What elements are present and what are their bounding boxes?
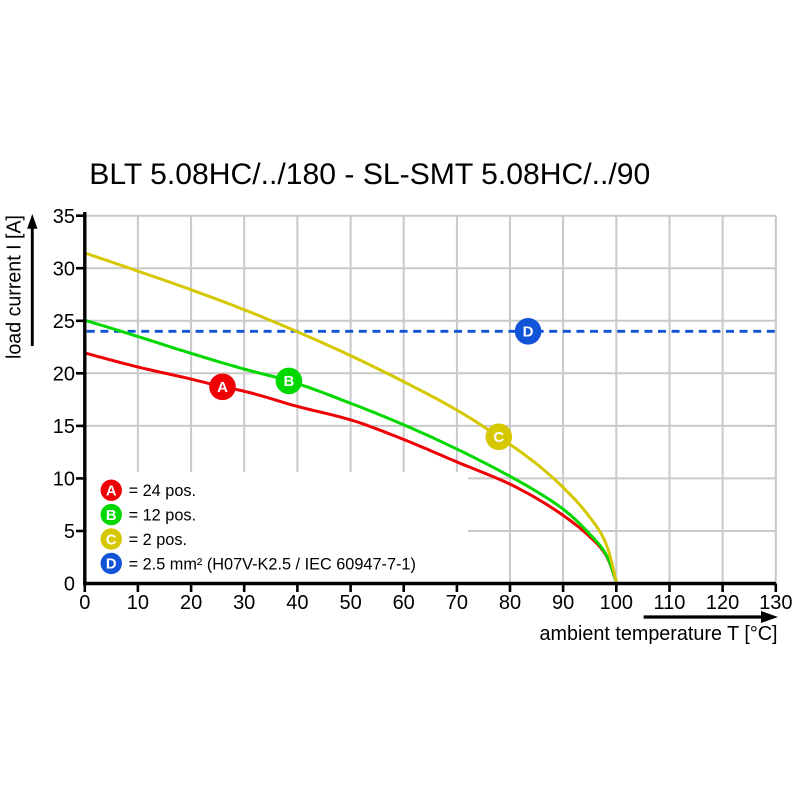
svg-text:C: C bbox=[106, 532, 117, 548]
svg-text:5: 5 bbox=[64, 521, 75, 543]
svg-text:10: 10 bbox=[127, 592, 149, 614]
svg-text:A: A bbox=[217, 379, 228, 396]
svg-text:30: 30 bbox=[233, 592, 255, 614]
svg-text:B: B bbox=[283, 373, 294, 390]
svg-text:= 2.5 mm² (H07V-K2.5 / IEC 609: = 2.5 mm² (H07V-K2.5 / IEC 60947-7-1) bbox=[129, 555, 416, 573]
svg-text:130: 130 bbox=[759, 592, 792, 614]
svg-text:30: 30 bbox=[53, 258, 75, 280]
svg-text:25: 25 bbox=[53, 311, 75, 333]
svg-text:50: 50 bbox=[339, 592, 361, 614]
svg-text:35: 35 bbox=[53, 206, 75, 228]
svg-text:D: D bbox=[106, 557, 117, 573]
svg-text:= 12 pos.: = 12 pos. bbox=[129, 507, 196, 525]
svg-text:15: 15 bbox=[53, 416, 75, 438]
svg-text:0: 0 bbox=[64, 574, 75, 596]
svg-text:C: C bbox=[493, 429, 504, 446]
svg-text:100: 100 bbox=[600, 592, 633, 614]
svg-text:70: 70 bbox=[446, 592, 468, 614]
svg-text:ambient temperature T [°C]: ambient temperature T [°C] bbox=[540, 623, 778, 645]
svg-text:60: 60 bbox=[393, 592, 415, 614]
svg-text:40: 40 bbox=[286, 592, 308, 614]
svg-text:90: 90 bbox=[552, 592, 574, 614]
svg-text:BLT 5.08HC/../180 - SL-SMT 5.0: BLT 5.08HC/../180 - SL-SMT 5.08HC/../90 bbox=[89, 158, 650, 191]
svg-text:= 2 pos.: = 2 pos. bbox=[129, 531, 187, 549]
svg-text:120: 120 bbox=[706, 592, 739, 614]
svg-text:load current I [A]: load current I [A] bbox=[3, 215, 25, 359]
svg-text:20: 20 bbox=[53, 363, 75, 385]
svg-text:110: 110 bbox=[654, 592, 686, 614]
svg-text:A: A bbox=[106, 484, 117, 500]
svg-text:80: 80 bbox=[499, 592, 521, 614]
svg-text:0: 0 bbox=[79, 592, 90, 614]
svg-text:D: D bbox=[523, 324, 534, 341]
svg-text:B: B bbox=[106, 508, 117, 524]
svg-text:10: 10 bbox=[53, 469, 75, 491]
svg-text:= 24 pos.: = 24 pos. bbox=[129, 482, 196, 500]
svg-text:20: 20 bbox=[180, 592, 202, 614]
